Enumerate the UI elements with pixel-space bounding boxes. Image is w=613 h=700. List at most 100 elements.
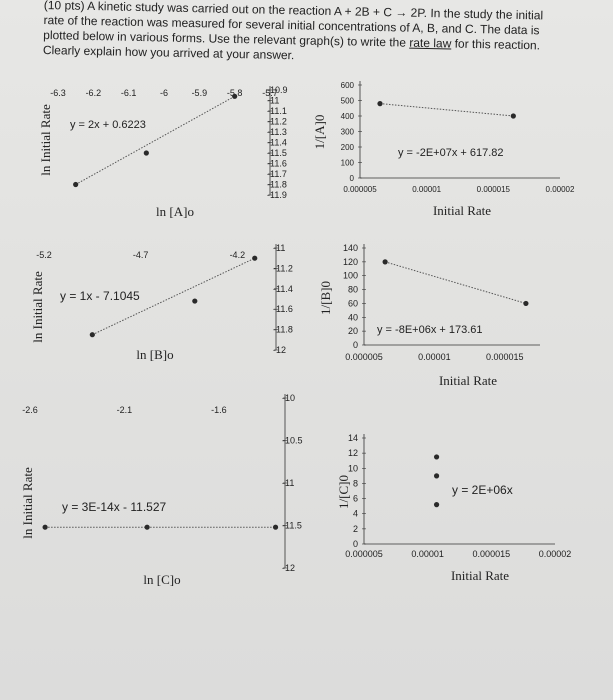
y-tick-label: 20 (348, 326, 358, 336)
x-tick-label: -4.2 (230, 250, 246, 260)
x-axis-title: ln [A]o (156, 204, 194, 219)
x-tick-label: 0.00002 (539, 549, 572, 559)
x-tick-label: 0.000005 (343, 185, 377, 194)
x-tick-label: -2.1 (117, 405, 133, 415)
x-tick-label: -1.6 (211, 405, 227, 415)
y-tick-label: -11.8 (273, 325, 293, 335)
trendline-equation: y = -2E+07x + 617.82 (398, 147, 504, 159)
data-point (510, 113, 516, 119)
y-axis-title: 1/[A]0 (312, 115, 327, 150)
trendline-equation: y = -8E+06x + 173.61 (377, 324, 483, 336)
y-tick-label: 0 (353, 539, 358, 549)
y-tick-label: 40 (348, 312, 358, 322)
x-tick-label: -6 (160, 88, 168, 98)
x-tick-label: -5.8 (227, 88, 243, 98)
y-tick-label: -11.5 (267, 148, 287, 158)
y-tick-label: -11 (282, 478, 294, 488)
x-tick-label: -5.9 (192, 88, 208, 98)
data-point (89, 332, 95, 338)
trendline-equation: y = 3E-14x - 11.527 (62, 500, 167, 514)
y-tick-label: -11.9 (267, 190, 287, 200)
y-tick-label: -11.8 (267, 180, 287, 190)
data-point (73, 181, 79, 188)
x-axis-title: ln [C]o (143, 572, 180, 587)
x-tick-label: 0.000005 (345, 352, 383, 362)
y-tick-label: 120 (343, 257, 358, 267)
y-tick-label: -11.1 (267, 106, 287, 116)
y-tick-label: 4 (353, 509, 358, 519)
data-point (523, 300, 529, 307)
x-tick-label: 0.00001 (412, 185, 441, 194)
x-axis-title: ln [B]o (136, 347, 173, 362)
data-point (377, 101, 383, 107)
y-tick-label: 6 (353, 494, 358, 504)
chart-lnA: -10.9-11-11.1-11.2-11.3-11.4-11.5-11.6-1… (38, 85, 288, 219)
y-tick-label: -11.3 (267, 127, 287, 137)
x-tick-label: 0.000005 (345, 549, 383, 559)
trendline (379, 103, 514, 117)
y-tick-label: -11.4 (273, 284, 293, 294)
x-axis-title: Initial Rate (439, 373, 497, 388)
x-tick-label: 0.000015 (473, 549, 511, 559)
y-tick-label: -12 (282, 563, 295, 573)
y-axis-title: ln Initial Rate (20, 467, 35, 539)
y-tick-label: -11.7 (267, 169, 287, 179)
y-axis-title: ln Initial Rate (38, 104, 53, 176)
data-point (42, 524, 48, 530)
y-tick-label: -11.4 (267, 138, 287, 148)
data-point (143, 150, 149, 156)
x-tick-label: -6.2 (86, 88, 102, 98)
y-tick-label: -11 (267, 96, 279, 106)
trendline (75, 95, 235, 185)
y-tick-label: -11.6 (267, 159, 287, 169)
y-axis-title: 1/[B]0 (318, 281, 333, 315)
chart-invC: 0 2 4 6 8 10 12 14 0.000005 0.00001 0.000015 0.0000… (336, 433, 571, 583)
x-tick-label: 0.00002 (546, 185, 575, 194)
x-tick-label: 0.000015 (486, 352, 524, 362)
x-axis-title: Initial Rate (451, 568, 509, 583)
y-tick-label: -11.2 (267, 117, 287, 127)
x-tick-label: -2.6 (22, 405, 38, 415)
trendline-equation: y = 2E+06x (452, 483, 513, 497)
x-tick-label: -4.7 (133, 250, 149, 260)
y-tick-label: 0 (350, 174, 355, 183)
y-tick-label: 14 (348, 433, 358, 443)
x-tick-label: 0.000015 (477, 185, 511, 194)
y-tick-label: 500 (341, 97, 355, 106)
data-point (433, 502, 440, 508)
data-point (144, 524, 150, 530)
y-tick-label: 400 (341, 112, 355, 121)
y-tick-label: -11 (273, 243, 285, 253)
y-tick-label: 100 (341, 159, 355, 168)
trendline (384, 261, 527, 304)
data-point (272, 524, 279, 530)
y-tick-label: 200 (341, 143, 355, 152)
y-tick-label: 10 (348, 463, 358, 473)
y-tick-label: -11.6 (273, 304, 293, 314)
y-axis-title: 1/[C]0 (336, 475, 351, 509)
chart-invB: 0 20 40 60 80 100 120 140 0.000005 0.00001 0.00001… (318, 243, 540, 388)
data-point (192, 298, 198, 304)
y-tick-label: 2 (353, 524, 358, 534)
data-point (252, 255, 258, 261)
y-tick-label: 8 (353, 478, 358, 488)
data-point (382, 259, 388, 265)
x-tick-label: 0.00001 (418, 352, 451, 362)
chart-lnC: -10 -10.5 -11 -11.5 -12 -2.6 -2.1 -1.6 y = 3E-14… (20, 393, 303, 587)
y-tick-label: -10.9 (267, 85, 288, 95)
data-point (433, 473, 440, 479)
y-axis-title: ln Initial Rate (30, 271, 45, 343)
y-tick-label: 100 (343, 271, 358, 281)
x-tick-label: -5.2 (36, 250, 52, 260)
y-tick-label: 12 (348, 448, 358, 458)
y-tick-label: -11.2 (273, 263, 293, 273)
x-axis-title: Initial Rate (433, 203, 491, 218)
chart-lnB: -11 -11.2 -11.4 -11.6 -11.8 -12 -5.2 -4.7 -4.2 y … (30, 243, 293, 362)
y-tick-label: -10 (282, 393, 295, 403)
y-tick-label: 600 (341, 81, 355, 90)
data-point (433, 454, 440, 460)
y-tick-label: 140 (343, 243, 358, 253)
trendline-equation: y = 2x + 0.6223 (70, 119, 146, 131)
y-tick-label: 300 (341, 128, 355, 137)
